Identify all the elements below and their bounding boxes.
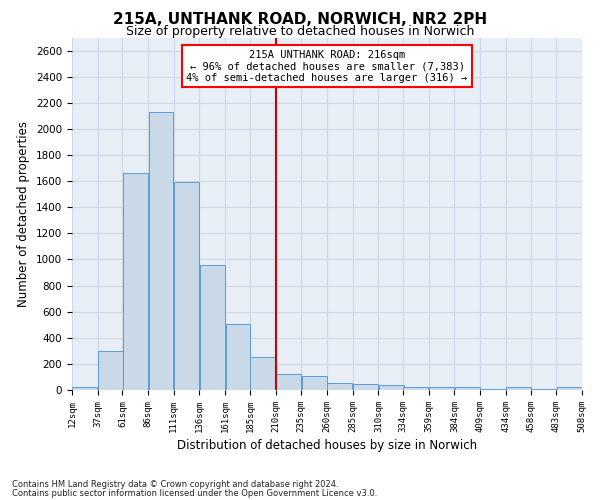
- Bar: [174, 182, 199, 390]
- Bar: [429, 388, 454, 390]
- Bar: [276, 374, 301, 390]
- Bar: [200, 264, 225, 390]
- Bar: [353, 384, 378, 390]
- Y-axis label: Number of detached properties: Number of detached properties: [17, 120, 31, 306]
- Text: Contains HM Land Registry data © Crown copyright and database right 2024.: Contains HM Land Registry data © Crown c…: [12, 480, 338, 489]
- Bar: [506, 388, 531, 390]
- Bar: [557, 386, 581, 390]
- Bar: [250, 358, 275, 390]
- Bar: [73, 386, 97, 390]
- X-axis label: Distribution of detached houses by size in Norwich: Distribution of detached houses by size …: [177, 439, 477, 452]
- Bar: [302, 376, 326, 390]
- Text: Contains public sector information licensed under the Open Government Licence v3: Contains public sector information licen…: [12, 489, 377, 498]
- Text: Size of property relative to detached houses in Norwich: Size of property relative to detached ho…: [126, 25, 474, 38]
- Bar: [149, 112, 173, 390]
- Text: 215A, UNTHANK ROAD, NORWICH, NR2 2PH: 215A, UNTHANK ROAD, NORWICH, NR2 2PH: [113, 12, 487, 28]
- Bar: [328, 384, 352, 390]
- Bar: [226, 324, 251, 390]
- Text: 215A UNTHANK ROAD: 216sqm
← 96% of detached houses are smaller (7,383)
4% of sem: 215A UNTHANK ROAD: 216sqm ← 96% of detac…: [187, 50, 467, 83]
- Bar: [455, 386, 480, 390]
- Bar: [379, 385, 404, 390]
- Bar: [123, 174, 148, 390]
- Bar: [98, 351, 123, 390]
- Bar: [403, 388, 428, 390]
